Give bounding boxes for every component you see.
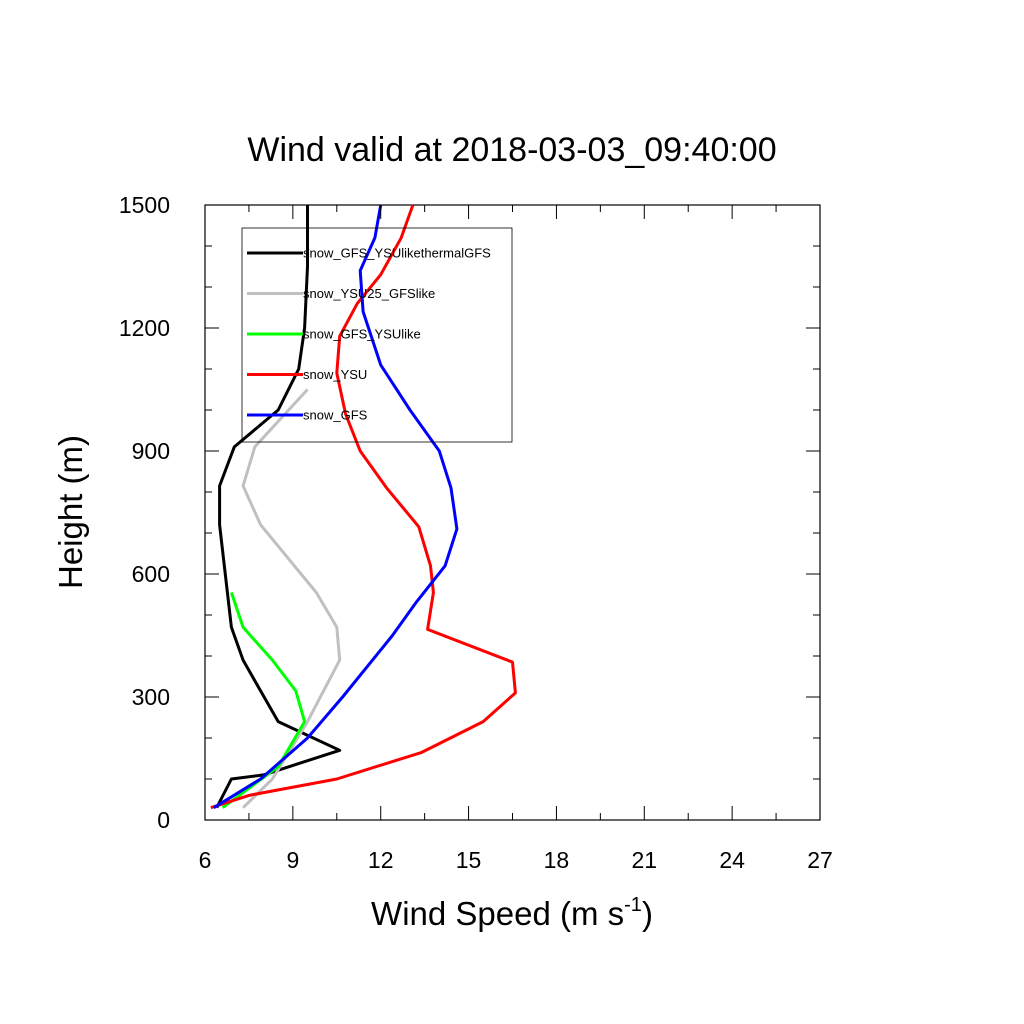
y-tick-label: 600 [132, 561, 170, 587]
legend-box [241, 227, 513, 443]
legend: snow_GFS_YSUlikethermalGFS snow_YSU25_GFS… [241, 227, 513, 443]
x-tick-label: 21 [631, 847, 657, 873]
x-axis-label: Wind Speed (m s-1) [371, 894, 653, 932]
x-axis-label-main: Wind Speed (m s [371, 895, 624, 932]
legend-label: snow_YSU25_GFSlike [303, 286, 435, 301]
y-axis-label: Height (m) [52, 435, 89, 589]
y-tick-label: 1500 [119, 192, 170, 218]
x-tick-label: 12 [368, 847, 394, 873]
legend-label: snow_GFS_YSUlike [303, 327, 421, 342]
series-line-snow_GFS [213, 204, 459, 809]
tick-layer: 6 9 12 15 18 21 24 27 0 300 600 900 1200 1500 [119, 192, 833, 873]
x-tick-label: 9 [286, 847, 299, 873]
x-tick-label: 6 [199, 847, 212, 873]
x-tick-label: 18 [544, 847, 570, 873]
chart-title: Wind valid at 2018-03-03_09:40:00 [247, 131, 776, 169]
y-tick-label: 900 [132, 438, 170, 464]
series-line-snow_GFS_YSUlike [221, 592, 307, 809]
x-tick-label: 15 [456, 847, 482, 873]
x-tick-label: 24 [719, 847, 745, 873]
y-tick-label: 0 [157, 807, 170, 833]
y-tick-label: 1200 [119, 315, 170, 341]
legend-label: snow_GFS_YSUlikethermalGFS [303, 246, 491, 261]
series-line-snow_GFS_YSUlikethermalGFS [215, 205, 342, 809]
x-tick-label: 27 [807, 847, 833, 873]
x-axis-label-sup: -1 [624, 894, 642, 916]
series-line-snow_YSU [210, 204, 517, 810]
series-line-snow_YSU25_GFSlike [241, 388, 342, 809]
series-layer [210, 204, 517, 810]
legend-label: snow_YSU [303, 367, 367, 382]
y-tick-label: 300 [132, 684, 170, 710]
legend-label: snow_GFS [303, 408, 368, 423]
x-axis-label-end: ) [642, 895, 653, 932]
